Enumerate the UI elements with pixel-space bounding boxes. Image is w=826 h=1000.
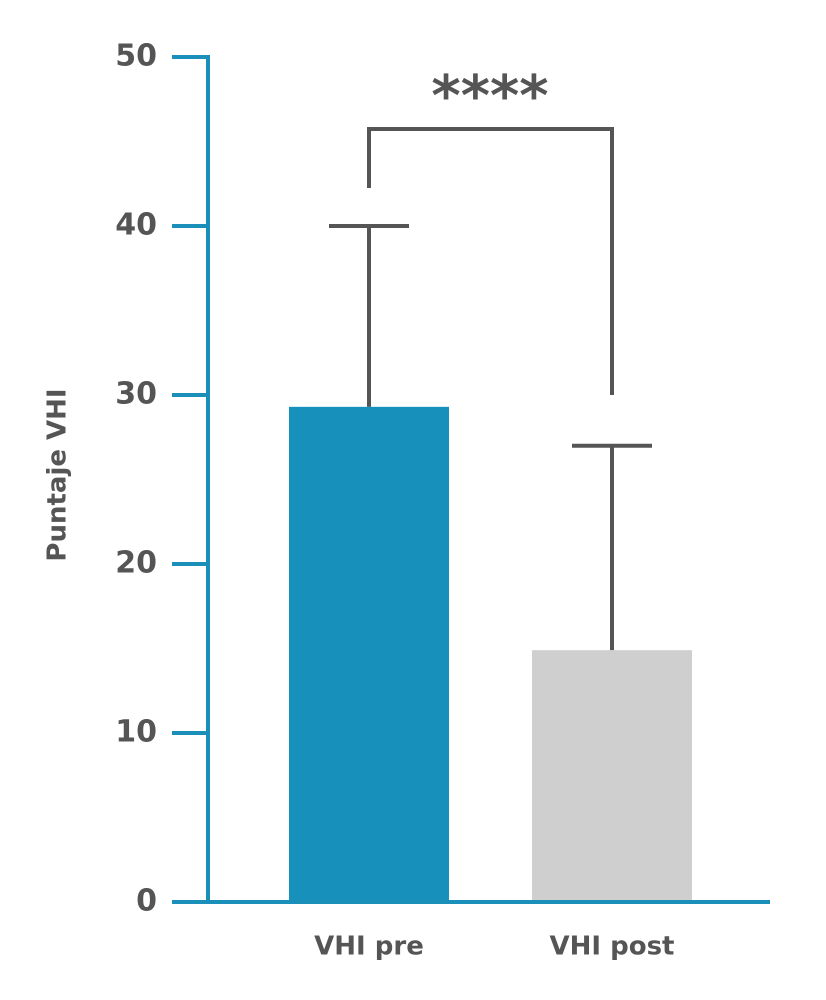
y-tick-label: 20 [115, 546, 157, 581]
y-tick-label: 30 [115, 377, 157, 412]
y-tick-label: 0 [136, 884, 157, 919]
bar [289, 406, 449, 902]
significance-bracket [367, 127, 614, 395]
y-tick-label: 40 [115, 208, 157, 243]
x-tick-label: VHI post [550, 932, 675, 962]
x-tick-label: VHI pre [314, 932, 424, 962]
y-axis-label: Puntaje VHI [43, 388, 73, 561]
bar [532, 650, 692, 902]
y-tick-label: 10 [115, 715, 157, 750]
significance-annotation: **** [431, 64, 548, 129]
y-tick-label: 50 [115, 39, 157, 74]
